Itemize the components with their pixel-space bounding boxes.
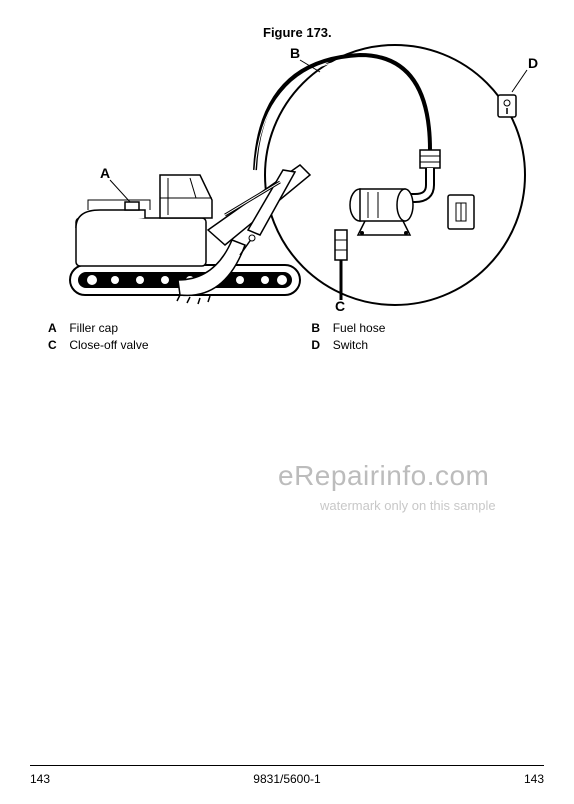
footer-page-left: 143 <box>30 772 50 786</box>
legend-text: Close-off valve <box>69 338 148 352</box>
legend-key: A <box>48 320 66 337</box>
watermark-main: eRepairinfo.com <box>278 460 489 492</box>
filler-cap <box>125 202 139 210</box>
watermark-sub: watermark only on this sample <box>320 498 496 513</box>
page-footer: 143 9831/5600-1 143 <box>30 765 544 786</box>
page: Figure 173. <box>0 0 574 804</box>
legend-row: B Fuel hose <box>311 320 511 337</box>
legend-text: Switch <box>333 338 368 352</box>
excavator <box>70 165 310 304</box>
callout-b: B <box>290 45 300 61</box>
close-off-valve <box>335 230 347 260</box>
footer-doc-id: 9831/5600-1 <box>253 772 320 786</box>
leader-d <box>512 70 527 92</box>
legend-row: A Filler cap <box>48 320 308 337</box>
figure-diagram <box>0 0 574 420</box>
leader-a <box>110 180 130 202</box>
callout-a: A <box>100 165 110 181</box>
callout-d: D <box>528 55 538 71</box>
legend-row: C Close-off valve <box>48 337 308 354</box>
hose-coupling <box>420 150 440 168</box>
legend-key: C <box>48 337 66 354</box>
legend-row: D Switch <box>311 337 511 354</box>
figure-legend: A Filler cap C Close-off valve B Fuel ho… <box>48 320 528 354</box>
legend-key: B <box>311 320 329 337</box>
footer-page-right: 143 <box>524 772 544 786</box>
legend-key: D <box>311 337 329 354</box>
legend-text: Fuel hose <box>333 321 386 335</box>
legend-text: Filler cap <box>69 321 118 335</box>
callout-c: C <box>335 298 345 314</box>
